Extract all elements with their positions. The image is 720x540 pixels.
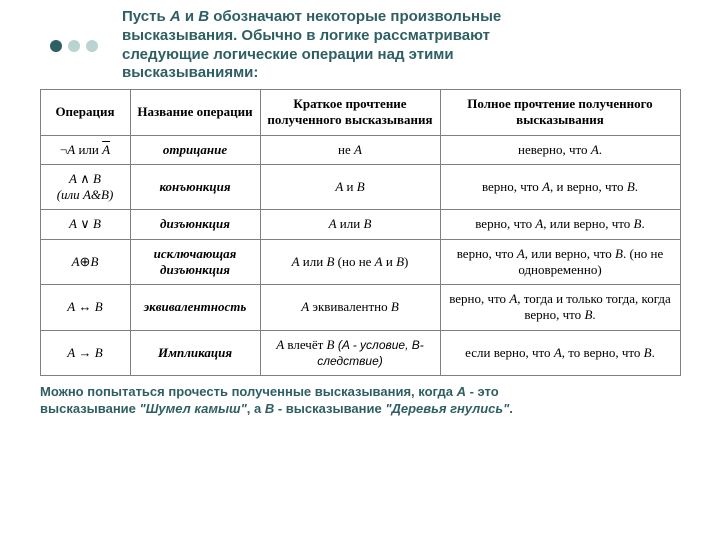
- table-row: ¬A или A отрицание не A неверно, что A.: [40, 135, 680, 164]
- col-full: Полное прочтение полученного высказывани…: [440, 90, 680, 136]
- table-row: A ∨ B дизъюнкция A или B верно, что A, и…: [40, 210, 680, 239]
- col-short: Краткое прочтение полученного высказыван…: [260, 90, 440, 136]
- cell-short: A или B (но не A и B): [260, 239, 440, 285]
- cell-operation: A ↔ B: [40, 285, 130, 331]
- cell-full: верно, что A, или верно, что B. (но не о…: [440, 239, 680, 285]
- cell-full: неверно, что A.: [440, 135, 680, 164]
- cell-full: верно, что A, и верно, что B.: [440, 164, 680, 210]
- page-title: Пусть A и B обозначают некоторые произво…: [122, 8, 501, 83]
- dot-icon: [86, 40, 98, 52]
- cell-name: конъюнкция: [130, 164, 260, 210]
- dot-icon: [50, 40, 62, 52]
- table-row: A⊕B исключающая дизъюнкция A или B (но н…: [40, 239, 680, 285]
- cell-short: A или B: [260, 210, 440, 239]
- cell-operation: A → B: [40, 330, 130, 376]
- cell-name: исключающая дизъюнкция: [130, 239, 260, 285]
- bullet-dots: [50, 40, 104, 52]
- cell-operation: A ∧ B (или A&B): [40, 164, 130, 210]
- header: Пусть A и B обозначают некоторые произво…: [0, 0, 720, 89]
- cell-name: эквивалентность: [130, 285, 260, 331]
- table-row: A ↔ B эквивалентность A эквивалентно B в…: [40, 285, 680, 331]
- cell-full: верно, что A, тогда и только тогда, когд…: [440, 285, 680, 331]
- cell-full: если верно, что A, то верно, что B.: [440, 330, 680, 376]
- cell-short: не A: [260, 135, 440, 164]
- dot-icon: [68, 40, 80, 52]
- cell-operation: A ∨ B: [40, 210, 130, 239]
- table-row: A → B Импликация A влечёт B (A - условие…: [40, 330, 680, 376]
- cell-name: дизъюнкция: [130, 210, 260, 239]
- cell-full: верно, что A, или верно, что B.: [440, 210, 680, 239]
- col-name: Название операции: [130, 90, 260, 136]
- table-row: A ∧ B (или A&B) конъюнкция A и B верно, …: [40, 164, 680, 210]
- cell-operation: ¬A или A: [40, 135, 130, 164]
- table-header-row: Операция Название операции Краткое прочт…: [40, 90, 680, 136]
- col-operation: Операция: [40, 90, 130, 136]
- cell-short: A эквивалентно B: [260, 285, 440, 331]
- cell-name: Импликация: [130, 330, 260, 376]
- cell-operation: A⊕B: [40, 239, 130, 285]
- cell-short: A влечёт B (A - условие, B- следствие): [260, 330, 440, 376]
- cell-short: A и B: [260, 164, 440, 210]
- footer-text: Можно попытаться прочесть полученные выс…: [0, 376, 720, 418]
- logic-operations-table: Операция Название операции Краткое прочт…: [40, 89, 681, 376]
- cell-name: отрицание: [130, 135, 260, 164]
